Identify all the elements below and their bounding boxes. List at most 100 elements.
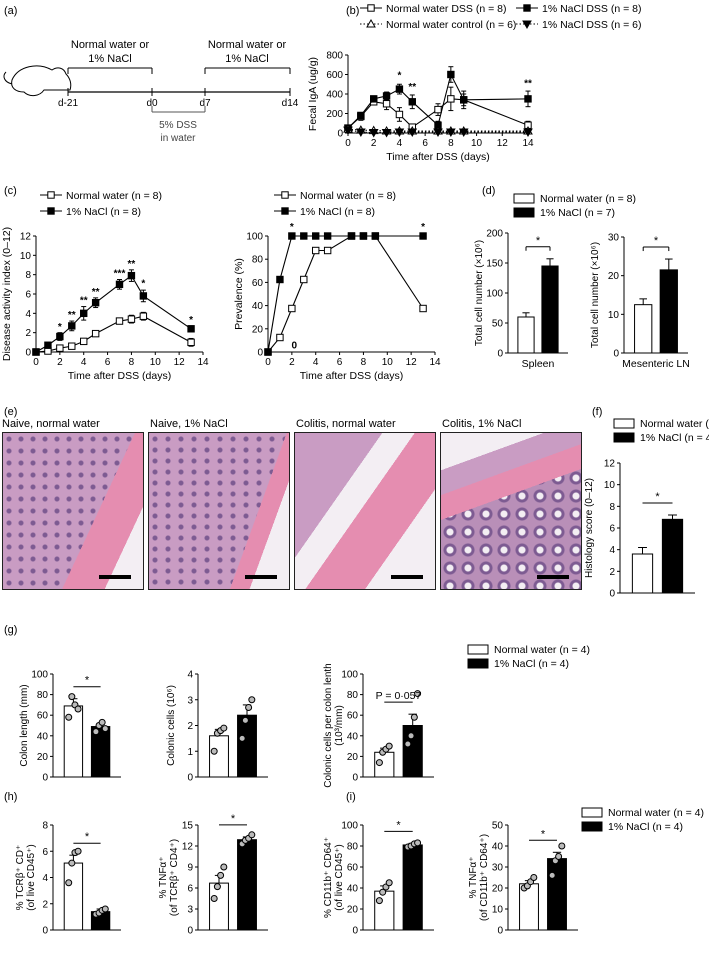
data-point — [264, 348, 272, 356]
y-tick-label: 4 — [609, 545, 615, 556]
data-point — [523, 4, 531, 12]
data-point — [91, 299, 100, 307]
legend-label: 1% NaCl DSS (n = 8) — [542, 3, 642, 15]
y-tick-label: 0 — [25, 348, 31, 359]
data-point — [92, 728, 100, 736]
x-tick-label: 12 — [174, 357, 186, 368]
panel-label-e: (e) — [4, 406, 17, 418]
x-tick-label: 10 — [150, 357, 162, 368]
y-tick-label: 80 — [252, 255, 264, 266]
histology-title: Colitis, normal water — [296, 418, 396, 430]
annotation: * — [189, 315, 193, 326]
bar-normal-water — [63, 862, 84, 931]
y-tick-label: 0 — [497, 349, 503, 360]
y-tick-label: 2 — [187, 721, 193, 732]
x-tick-label: 2 — [57, 357, 63, 368]
y-tick-label: 40 — [347, 884, 359, 895]
annotation: ** — [92, 287, 100, 298]
data-point — [382, 92, 391, 100]
y-tick-label: 10 — [608, 310, 620, 321]
legend-label: Normal water (n = 8) — [540, 193, 636, 205]
data-point — [56, 332, 64, 341]
data-point — [74, 847, 82, 855]
bar-normal-water — [631, 553, 654, 594]
series-line — [347, 129, 528, 134]
x-tick-label: 4 — [313, 357, 319, 368]
panel-label-g: (g) — [4, 624, 17, 636]
y-tick-label: 100 — [31, 670, 48, 681]
legend-label: Normal water DSS (n = 8) — [386, 3, 507, 15]
y-tick-label: 60 — [252, 278, 264, 289]
x-axis-label: Time after DSS (days) — [386, 151, 489, 163]
data-point — [101, 905, 109, 913]
schematic-day-label: d14 — [282, 98, 299, 109]
y-axis-label: (of live CD45⁺) — [334, 844, 345, 910]
x-tick-label: 8 — [129, 357, 135, 368]
y-axis-label: (of CD11b⁺ CD64⁺) — [479, 834, 490, 921]
y-tick-label: 15 — [182, 821, 194, 832]
y-tick-label: 20 — [347, 752, 359, 763]
data-point — [101, 725, 109, 733]
y-tick-label: 60 — [347, 711, 359, 722]
data-point — [458, 128, 469, 138]
bar-nacl — [402, 844, 423, 931]
y-tick-label: 0 — [257, 348, 263, 359]
y-tick-label: 200 — [326, 109, 343, 120]
legend-label: Normal water control (n = 6) — [386, 19, 516, 31]
y-axis-label: (of TCRβ⁺ CD4⁺) — [169, 839, 180, 916]
legend-label: Normal water (n = 8) — [300, 190, 396, 202]
legend-swatch-normal — [581, 807, 603, 818]
data-point — [460, 96, 468, 104]
legend-label: 1% NaCl (n = 4) — [494, 658, 569, 670]
x-axis-label: Mesenteric LN — [622, 358, 690, 370]
data-point — [355, 128, 366, 138]
y-tick-label: 50 — [492, 821, 504, 832]
data-point — [91, 329, 100, 338]
y-tick-label: 0 — [42, 773, 48, 784]
legend-label: 1% NaCl (n = 8) — [66, 206, 141, 218]
y-tick-label: 40 — [347, 731, 359, 742]
annotation: 0 — [291, 341, 297, 352]
annotation: ** — [128, 259, 136, 270]
legend-swatch-normal — [467, 644, 489, 655]
y-tick-label: 20 — [608, 271, 620, 282]
data-point — [555, 853, 563, 860]
y-tick-label: 10 — [492, 905, 504, 916]
y-tick-label: 40 — [492, 842, 504, 853]
significance-label: * — [396, 819, 401, 831]
data-point — [447, 95, 455, 103]
data-point — [414, 839, 422, 847]
data-point — [367, 4, 375, 12]
data-point — [300, 275, 308, 284]
y-tick-label: 80 — [37, 690, 49, 701]
series-line — [267, 235, 424, 353]
data-point — [238, 734, 246, 742]
y-tick-label: 6 — [25, 290, 31, 301]
data-point — [419, 232, 427, 240]
data-point — [220, 724, 228, 732]
y-tick-label: 8 — [609, 502, 615, 513]
histology-image — [149, 433, 289, 589]
data-point — [382, 100, 391, 108]
bar-normal-water — [209, 882, 229, 931]
legend-swatch-nacl — [467, 658, 489, 669]
data-point — [68, 322, 76, 330]
annotation: * — [421, 222, 425, 233]
annotation: ** — [68, 310, 76, 321]
legend-label: Normal water (n = 4) — [608, 807, 704, 819]
data-point — [395, 85, 404, 93]
data-point — [210, 895, 218, 902]
scale-bar — [245, 575, 277, 579]
data-point — [288, 232, 296, 240]
legend-label: Normal water (n = 8) — [66, 190, 162, 202]
y-tick-label: 100 — [341, 821, 358, 832]
y-axis-label: Total cell number (×10⁶) — [590, 242, 601, 348]
data-point — [68, 342, 76, 350]
data-point — [394, 128, 405, 138]
y-axis-label: % TNFα⁺ — [468, 857, 479, 899]
data-point — [47, 207, 55, 215]
x-tick-label: 12 — [406, 357, 418, 368]
data-point — [433, 128, 443, 138]
y-tick-label: 0 — [613, 349, 619, 360]
legend-label: 1% NaCl (n = 4) — [640, 432, 709, 444]
